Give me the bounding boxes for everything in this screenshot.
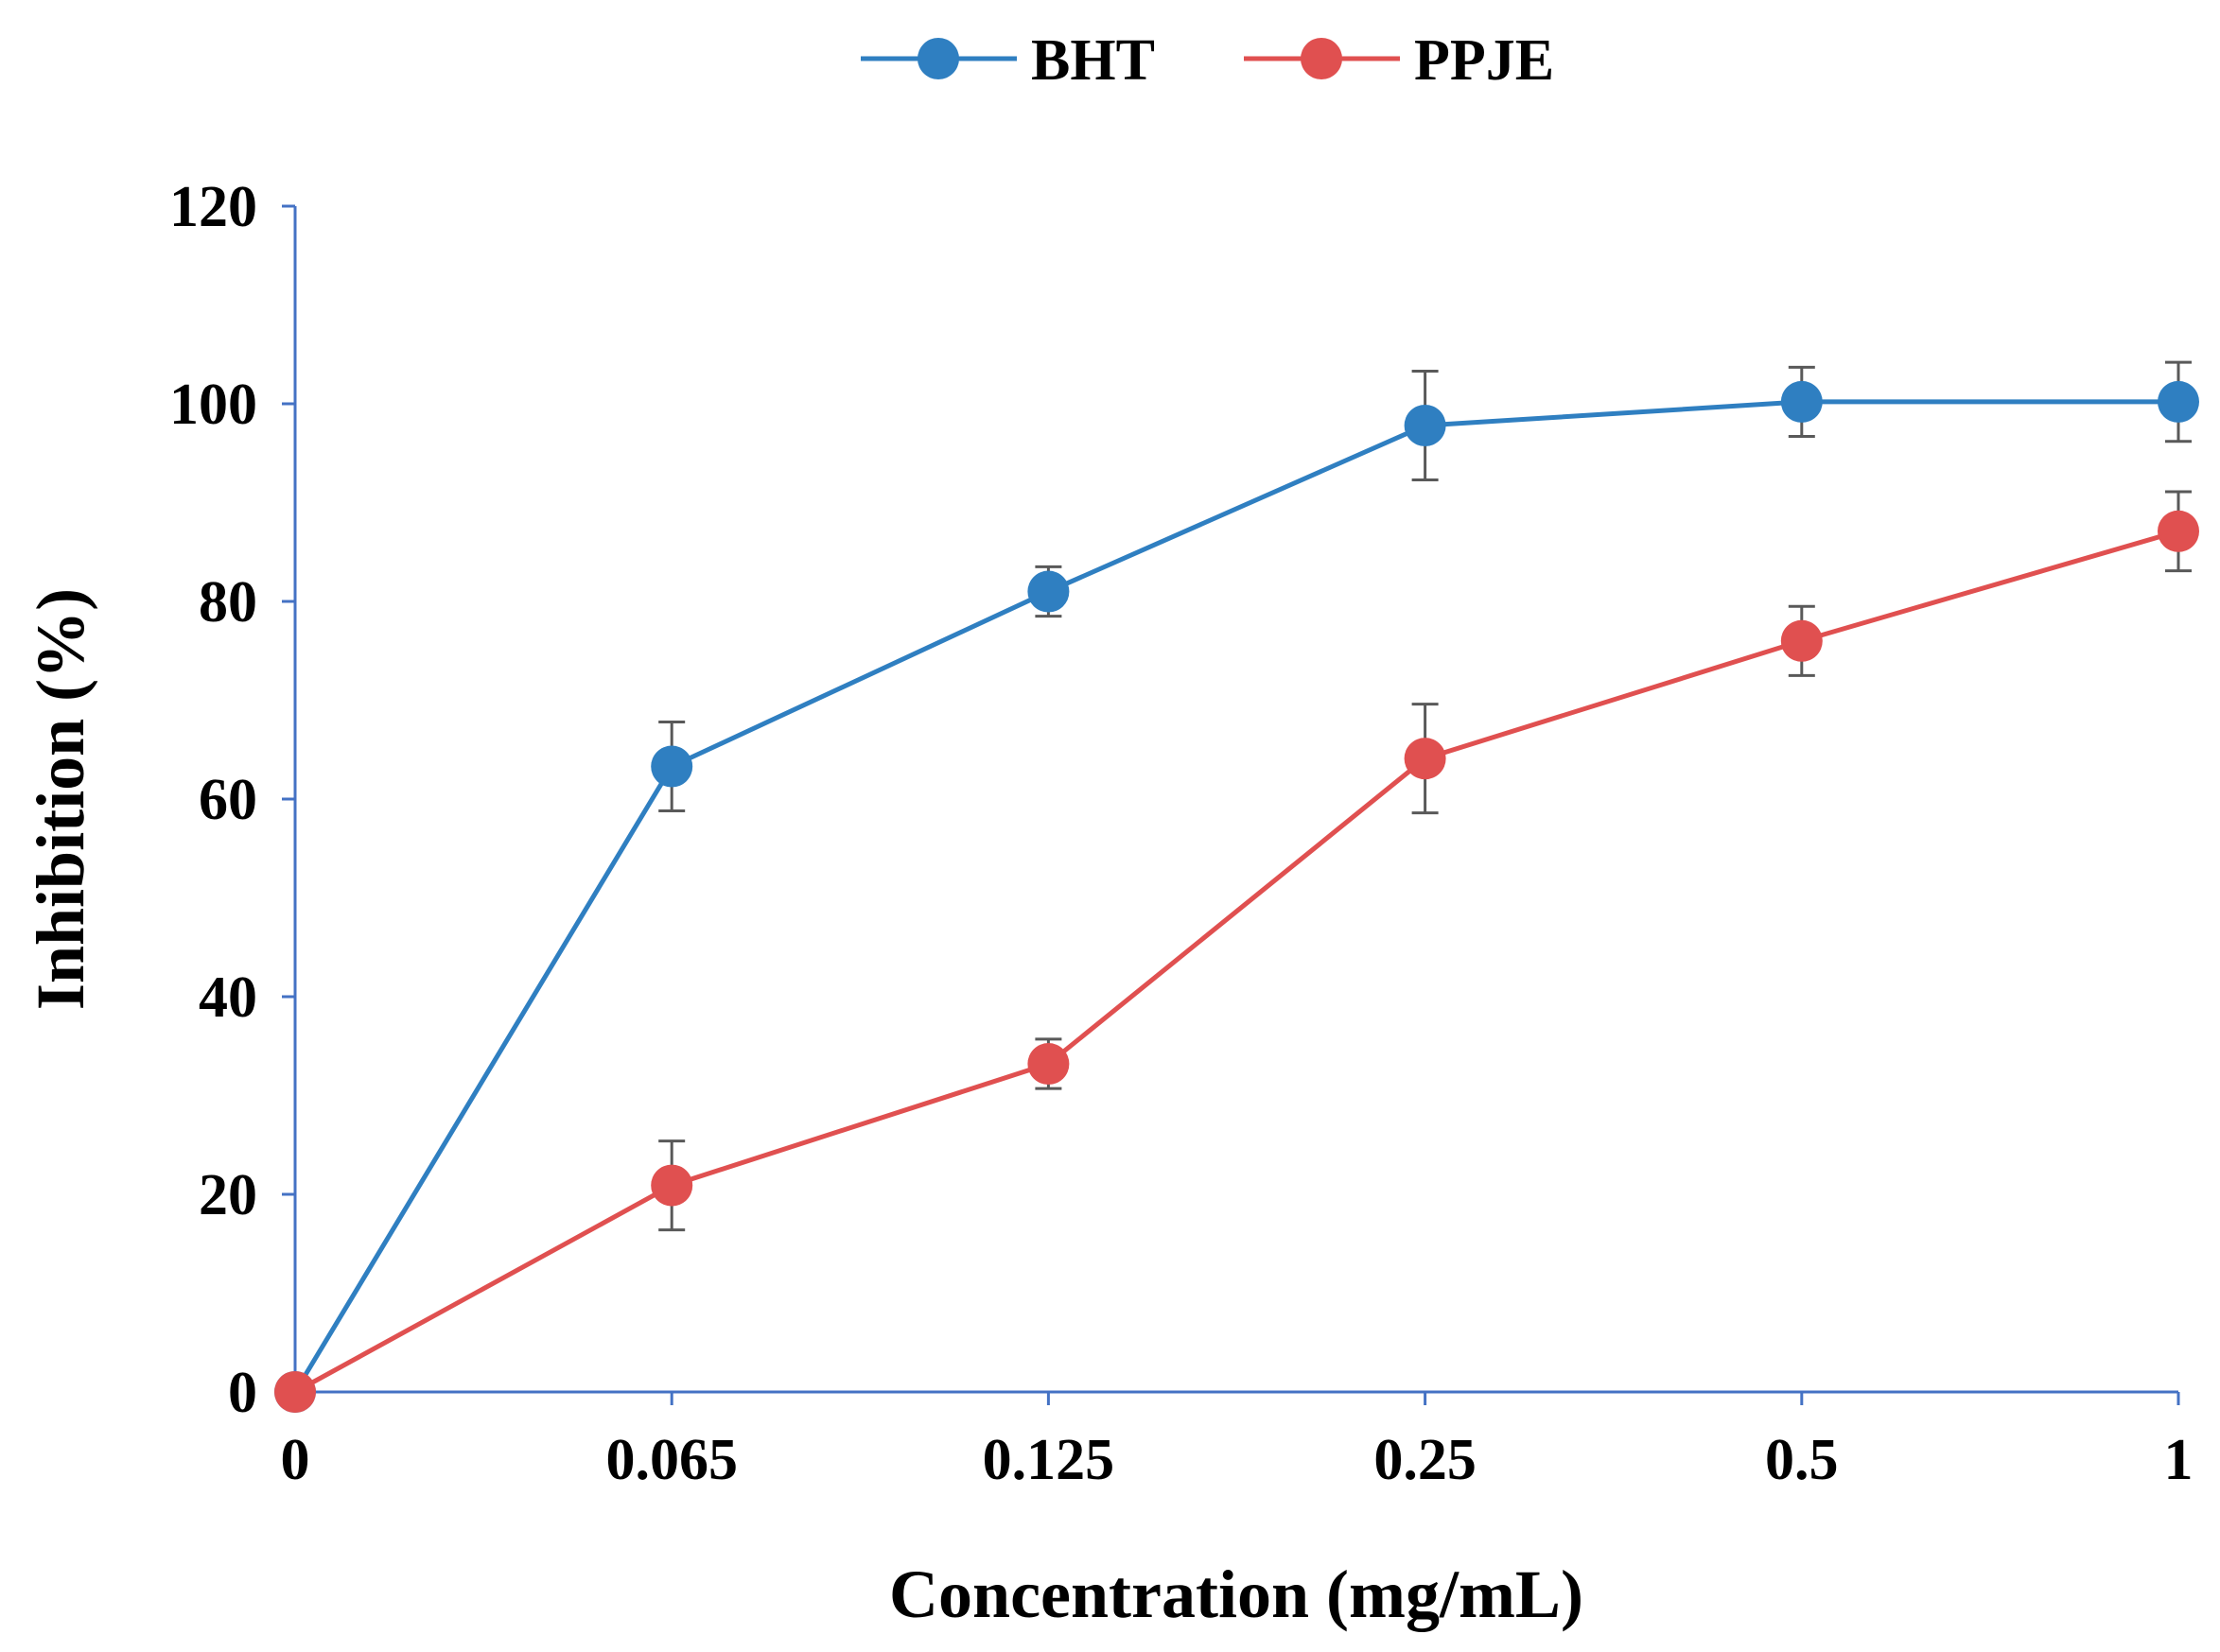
data-point-ppje [1027,1043,1070,1086]
legend: BHT PPJE [861,28,1554,93]
x-tick-label: 0.25 [1373,1428,1477,1492]
y-tick-label: 80 [199,570,257,635]
x-tick-label: 0.125 [983,1428,1115,1492]
y-tick-label: 120 [169,175,257,239]
x-axis-ticks: 0 0.065 0.125 0.25 0.5 1 [281,1392,2194,1492]
y-tick-label: 0 [228,1361,257,1425]
y-tick-label: 60 [199,768,257,832]
data-point-ppje [651,1164,693,1207]
series-line-ppje [293,529,2179,1395]
series-bht [274,360,2199,1413]
data-point-bht [651,745,693,788]
y-axis-ticks: 0 20 40 60 80 100 120 [169,175,295,1425]
data-point-ppje [2158,510,2199,552]
legend-marker-bht [918,38,959,79]
y-tick-label: 40 [199,965,257,1030]
legend-label-ppje: PPJE [1414,28,1554,93]
y-axis-title: Inhibition (%) [23,588,98,1010]
data-point-bht [1027,570,1070,613]
y-tick-label: 100 [169,373,257,437]
series-ppje [274,490,2199,1413]
data-point-ppje [274,1371,316,1413]
x-axis-title: Concentration (mg/mL) [889,1556,1583,1632]
legend-label-bht: BHT [1031,28,1155,93]
x-tick-label: 0 [281,1428,310,1492]
series-layer [274,360,2199,1413]
x-tick-label: 0.5 [1765,1428,1839,1492]
legend-item-bht: BHT [861,28,1155,93]
y-tick-label: 20 [199,1163,257,1227]
x-tick-label: 0.065 [605,1428,738,1492]
legend-marker-ppje [1301,38,1342,79]
legend-item-ppje: PPJE [1244,28,1554,93]
data-point-bht [2158,380,2199,423]
data-point-ppje [1780,619,1823,662]
data-point-bht [1780,380,1823,423]
data-point-ppje [1404,738,1446,780]
series-line-bht [292,399,2178,1394]
data-point-bht [1404,404,1446,446]
x-tick-label: 1 [2164,1428,2194,1492]
